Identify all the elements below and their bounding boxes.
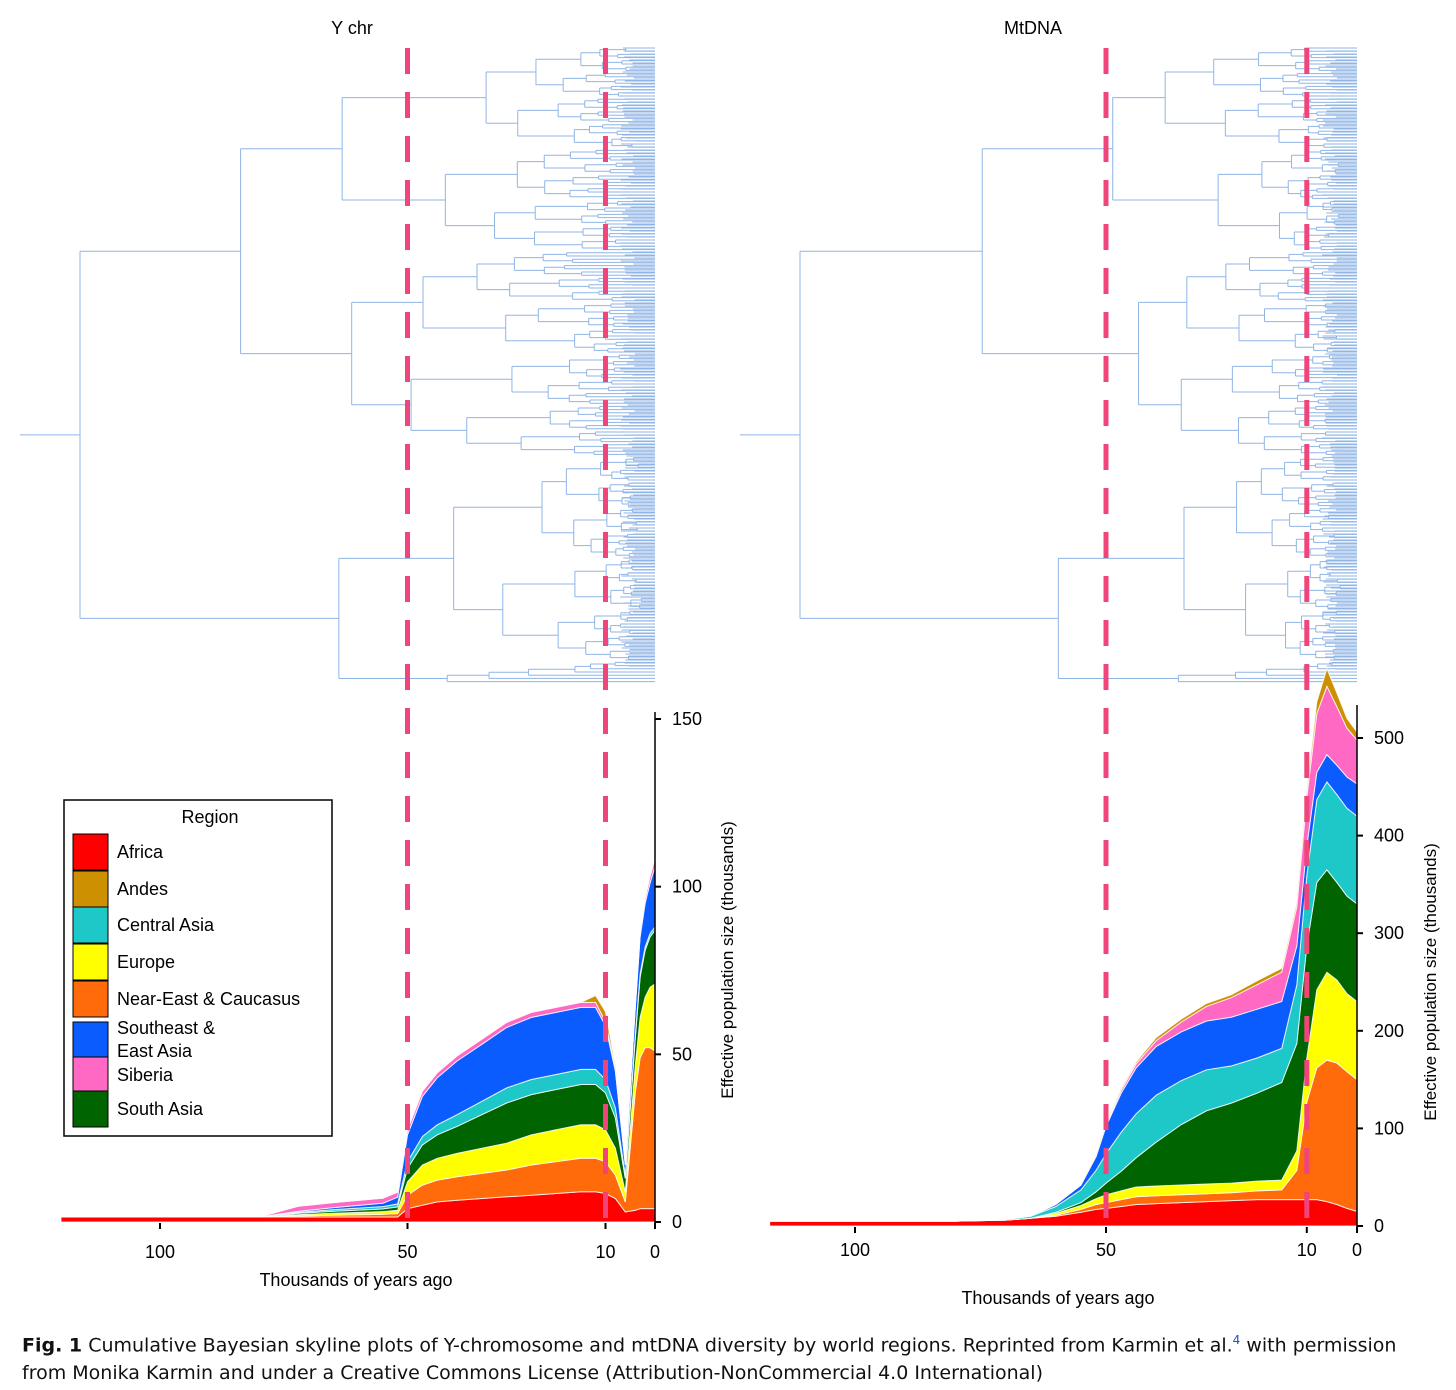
legend-label-europe: Europe <box>117 952 175 972</box>
y-tick-label-0-mtdna: 0 <box>1374 1216 1384 1236</box>
y-axis-label-y-chr: Effective population size (thousands) <box>718 821 737 1099</box>
legend-swatch-south-asia <box>72 1090 109 1128</box>
x-tick-label-10-y-chr: 10 <box>595 1242 615 1262</box>
y-tick-label-200-mtdna: 200 <box>1374 1021 1404 1041</box>
caption-text-2: with permission from Monika Karmin and u… <box>22 1334 1397 1385</box>
y-tick-label-500-mtdna: 500 <box>1374 728 1404 748</box>
legend-swatch-europe <box>72 943 109 981</box>
legend: Region Africa Andes Central Asia Europe Near… <box>63 799 333 1137</box>
legend-swatch-near-east-caucasus <box>72 980 109 1018</box>
legend-swatch-andes <box>72 870 109 908</box>
x-tick-label-0-y-chr: 0 <box>650 1242 660 1262</box>
y-tick-label-400-mtdna: 400 <box>1374 826 1404 846</box>
y-tick-label-150-y-chr: 150 <box>672 709 702 729</box>
legend-label-siberia: Siberia <box>117 1065 174 1085</box>
x-tick-label-10-mtdna: 10 <box>1297 1240 1317 1260</box>
y-tick-label-300-mtdna: 300 <box>1374 923 1404 943</box>
legend-title: Region <box>181 807 238 827</box>
legend-label-central-asia: Central Asia <box>117 915 215 935</box>
x-tick-label-0-mtdna: 0 <box>1352 1240 1362 1260</box>
legend-label-africa: Africa <box>117 842 164 862</box>
figure-caption: Fig. 1 Cumulative Bayesian skyline plots… <box>22 1326 1442 1387</box>
x-axis-label-mtdna: Thousands of years ago <box>961 1288 1154 1308</box>
panel-title-y-chr: Y chr <box>331 18 373 38</box>
phylogenetic-tree-mtdna <box>740 47 1357 683</box>
legend-swatch-southeast-east-asia <box>72 1021 109 1059</box>
legend-label-south-asia: South Asia <box>117 1099 204 1119</box>
y-axis-label-mtdna: Effective population size (thousands) <box>1421 843 1440 1121</box>
y-tick-label-0-y-chr: 0 <box>672 1212 682 1232</box>
skyline-areas-mtdna <box>769 667 1358 1227</box>
legend-swatch-central-asia <box>72 906 109 944</box>
y-tick-label-50-y-chr: 50 <box>672 1044 692 1064</box>
legend-label-southeast-east-asia: Southeast & East Asia <box>117 1018 215 1061</box>
legend-swatch-siberia <box>72 1056 109 1094</box>
x-axis-label-y-chr: Thousands of years ago <box>259 1270 452 1290</box>
y-tick-label-100-mtdna: 100 <box>1374 1118 1404 1138</box>
caption-lead: Fig. 1 <box>22 1334 83 1357</box>
x-tick-label-50-y-chr: 50 <box>397 1242 417 1262</box>
caption-text: Cumulative Bayesian skyline plots of Y-c… <box>82 1334 1233 1357</box>
reference-lines <box>405 48 1310 1226</box>
legend-label-andes: Andes <box>117 879 168 899</box>
x-tick-label-100-mtdna: 100 <box>840 1240 870 1260</box>
legend-swatch-africa <box>72 833 109 871</box>
caption-reference: 4 <box>1232 1333 1241 1347</box>
y-tick-label-100-y-chr: 100 <box>672 877 702 897</box>
panel-title-mtdna: MtDNA <box>1004 18 1062 38</box>
legend-label-near-east-caucasus: Near-East & Caucasus <box>117 989 300 1009</box>
x-tick-label-50-mtdna: 50 <box>1096 1240 1116 1260</box>
phylogenetic-tree-y-chr <box>20 47 655 683</box>
x-tick-label-100-y-chr: 100 <box>145 1242 175 1262</box>
